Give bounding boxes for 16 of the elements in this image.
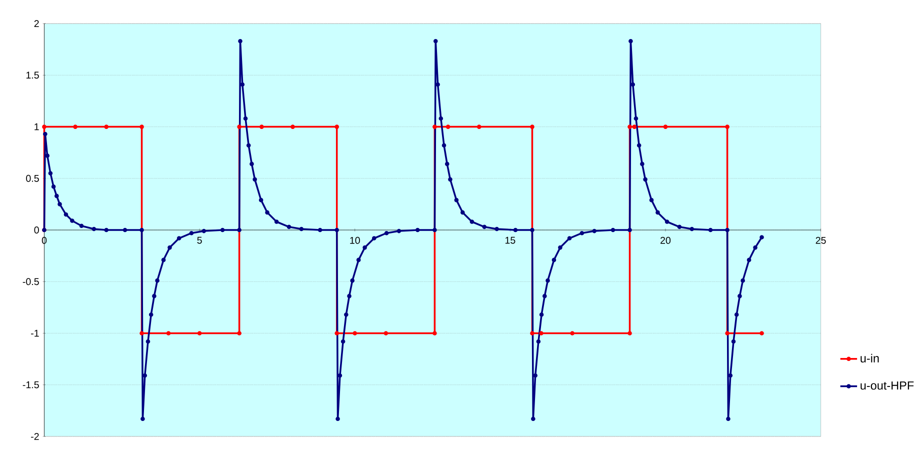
y-tick-label: 2 xyxy=(34,20,39,27)
x-tick-label: 15 xyxy=(505,236,516,244)
y-tick-label: -0.5 xyxy=(22,278,39,286)
legend-label: u-in xyxy=(860,354,879,362)
x-tick-label: 20 xyxy=(660,236,671,244)
x-tick-label: 25 xyxy=(816,236,826,244)
y-tick-label: 1.5 xyxy=(26,72,39,79)
x-tick-label: 5 xyxy=(197,236,202,244)
y-tick-label: 0 xyxy=(34,226,39,234)
y-tick-label: -1 xyxy=(31,330,39,337)
y-tick-label: -1.5 xyxy=(22,381,39,388)
y-tick-label: 0.5 xyxy=(26,174,39,182)
x-tick-label: 10 xyxy=(350,236,360,244)
legend-label: u-out-HPF xyxy=(860,381,914,390)
y-tick-label: 1 xyxy=(34,123,39,130)
y-tick-label: -2 xyxy=(31,432,39,440)
